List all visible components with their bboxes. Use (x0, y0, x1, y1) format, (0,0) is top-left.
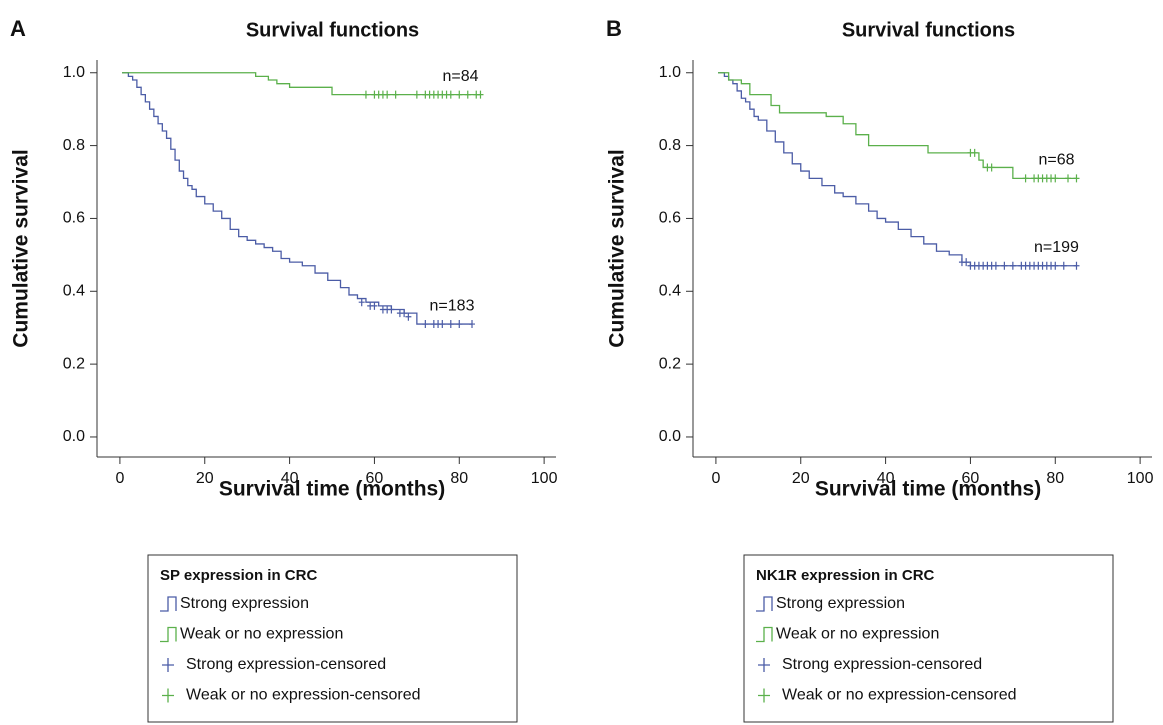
censor-mark (1001, 261, 1008, 270)
y-tick-label: 0.4 (659, 282, 681, 299)
legend-icon (162, 658, 174, 672)
legend-label: Weak or no expression (776, 626, 939, 643)
legend-label: Strong expression (180, 595, 309, 612)
y-tick-label: 1.0 (63, 64, 85, 81)
legend-label: Strong expression-censored (186, 656, 386, 673)
y-tick-label: 1.0 (659, 64, 681, 81)
legend-title: SP expression in CRC (160, 567, 317, 584)
legend-icon (758, 658, 770, 672)
x-axis-label: Survival time (months) (219, 478, 445, 501)
censor-mark (469, 320, 476, 329)
legend-label: Strong expression-censored (782, 656, 982, 673)
sample-size-annotation: n=68 (1038, 152, 1074, 169)
censor-mark (401, 309, 408, 318)
legend-label: Weak or no expression-censored (186, 687, 421, 704)
y-tick-label: 0.0 (63, 428, 85, 445)
x-tick-label: 0 (711, 470, 720, 487)
x-tick-label: 0 (115, 470, 124, 487)
legend-label: Strong expression (776, 595, 905, 612)
chart-title: Survival functions (842, 19, 1015, 41)
survival-curve (122, 72, 473, 325)
censor-mark (422, 320, 429, 329)
legend-label: Weak or no expression (180, 626, 343, 643)
legend-box (743, 554, 1114, 723)
x-axis-label: Survival time (months) (815, 478, 1041, 501)
censor-mark (371, 301, 378, 310)
legend-box (147, 554, 518, 723)
legend-label: Weak or no expression-censored (782, 687, 1017, 704)
y-axis-label: Cumulative survival (606, 149, 629, 347)
censor-mark (358, 298, 365, 307)
censor-mark (447, 90, 454, 99)
legend-icon (160, 626, 177, 643)
chart-panel: B Survival functions Cumulative survival Su… (606, 16, 1154, 723)
y-tick-label: 0.8 (63, 137, 85, 154)
survival-curve (718, 72, 1077, 267)
y-tick-label: 0.6 (63, 210, 85, 227)
survival-curve (718, 72, 1077, 180)
censor-mark (477, 90, 484, 99)
censor-mark (1073, 261, 1080, 270)
x-tick-label: 40 (877, 470, 895, 487)
censor-mark (1073, 174, 1080, 183)
censor-mark (392, 90, 399, 99)
censor-mark (1060, 261, 1067, 270)
censor-mark (439, 320, 446, 329)
y-tick-label: 0.6 (659, 210, 681, 227)
x-tick-label: 80 (450, 470, 468, 487)
censor-mark (362, 90, 369, 99)
legend-title: NK1R expression in CRC (756, 567, 935, 584)
survival-curve (122, 72, 481, 96)
x-tick-label: 100 (1127, 470, 1154, 487)
censor-mark (456, 320, 463, 329)
sample-size-annotation: n=84 (442, 68, 478, 85)
censor-mark (992, 261, 999, 270)
y-axis-label: Cumulative survival (10, 149, 33, 347)
censor-mark (1065, 174, 1072, 183)
x-tick-label: 20 (792, 470, 810, 487)
x-tick-label: 20 (196, 470, 214, 487)
chart-panel: A Survival functions Cumulative survival Su… (10, 16, 558, 723)
censor-mark (384, 90, 391, 99)
censor-mark (388, 305, 395, 314)
censor-mark (971, 148, 978, 157)
censor-mark (456, 90, 463, 99)
censor-mark (447, 320, 454, 329)
panel-label: A (10, 16, 26, 41)
legend-icon (756, 596, 773, 612)
censor-mark (405, 312, 412, 321)
censor-mark (464, 90, 471, 99)
sample-size-annotation: n=199 (1034, 239, 1079, 256)
censor-mark (1052, 174, 1059, 183)
sample-size-annotation: n=183 (430, 297, 475, 314)
legend-icon (160, 596, 177, 612)
x-tick-label: 40 (281, 470, 299, 487)
y-tick-label: 0.2 (659, 355, 681, 372)
censor-mark (413, 90, 420, 99)
y-tick-label: 0.2 (63, 355, 85, 372)
legend-icon (162, 688, 174, 703)
y-tick-label: 0.8 (659, 137, 681, 154)
x-tick-label: 100 (531, 470, 558, 487)
x-tick-label: 60 (962, 470, 980, 487)
legend-icon (758, 688, 770, 703)
censor-mark (988, 163, 995, 172)
censor-mark (963, 258, 970, 267)
legend-icon (756, 626, 773, 643)
panel-label: B (606, 16, 622, 41)
chart-title: Survival functions (246, 19, 419, 41)
censor-mark (1052, 261, 1059, 270)
censor-mark (1022, 174, 1029, 183)
x-tick-label: 80 (1046, 470, 1064, 487)
y-tick-label: 0.4 (63, 282, 85, 299)
censor-mark (1009, 261, 1016, 270)
y-tick-label: 0.0 (659, 428, 681, 445)
x-tick-label: 60 (366, 470, 384, 487)
